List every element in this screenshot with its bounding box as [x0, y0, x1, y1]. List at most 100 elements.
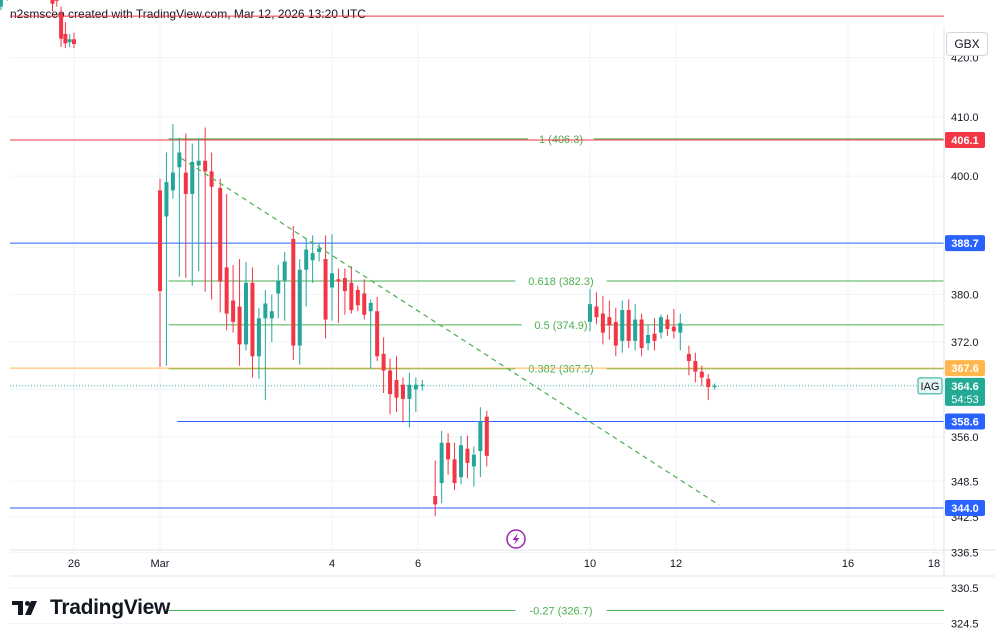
candle [594, 292, 599, 325]
candle [400, 377, 405, 423]
candle-body [362, 293, 367, 315]
candle [250, 267, 255, 378]
candle-body [0, 0, 3, 7]
events-icon[interactable] [506, 529, 526, 549]
tradingview-logo[interactable]: TradingView [12, 596, 170, 620]
candle [484, 410, 489, 467]
candle-body [250, 282, 255, 357]
candle-body [368, 302, 373, 312]
x-tick-label: 18 [928, 558, 940, 570]
currency-button[interactable]: GBX [946, 32, 988, 56]
candle-body [323, 259, 328, 320]
candle [600, 295, 605, 345]
y-tick-label: 400.0 [951, 171, 979, 183]
candle [63, 22, 68, 49]
candle-body [54, 0, 59, 1]
candle-body [394, 379, 399, 398]
candle [478, 407, 483, 478]
candle [244, 262, 248, 351]
candle [256, 307, 261, 379]
price-tag: 388.7 [945, 235, 985, 252]
candle [291, 225, 296, 360]
candle [209, 152, 214, 300]
candle-body [665, 319, 670, 330]
fib-level-label: 0.382 (367.5) [528, 364, 593, 376]
candle [362, 279, 367, 320]
candle-body [620, 310, 625, 341]
x-tick-label: 12 [670, 558, 682, 570]
y-tick-label: 356.0 [951, 432, 979, 444]
fib-label-bg [521, 317, 601, 332]
candle-body [190, 161, 195, 194]
candle [269, 294, 274, 343]
candle [224, 193, 229, 331]
candle-body [639, 319, 644, 348]
candle-body [224, 267, 229, 314]
fib-label-bg [515, 361, 607, 376]
candle [190, 143, 195, 286]
candle-body [183, 172, 188, 194]
price-tag-bg [945, 235, 985, 252]
fib-level-label: -0.27 (326.7) [530, 605, 593, 617]
candle [72, 32, 76, 49]
time-axis[interactable]: 26Mar4610121618202426 [68, 558, 1005, 570]
candle-body [433, 496, 438, 505]
candle-body [330, 273, 334, 288]
candle-body [218, 187, 223, 282]
current-price-tag: IAG 364.654:53 [917, 377, 985, 406]
plot-area[interactable] [10, 26, 944, 550]
candle [323, 235, 328, 339]
y-tick-label: 410.0 [951, 112, 979, 124]
candle-body [355, 289, 360, 306]
candle [50, 0, 55, 12]
candle-body [336, 279, 341, 282]
candle [297, 259, 302, 365]
y-tick-label: 372.0 [951, 337, 979, 349]
candle-body [317, 248, 322, 252]
candle [693, 352, 698, 383]
candle-body [291, 238, 296, 346]
x-tick-label: 4 [329, 558, 335, 570]
y-tick-label: 348.5 [951, 476, 979, 488]
candle-body [203, 160, 208, 172]
candle-body [446, 442, 451, 460]
fib-label-bg [528, 131, 594, 146]
candle-body [706, 378, 711, 388]
price-tag: 406.1 [945, 132, 985, 148]
candle-body [63, 33, 68, 44]
candle-body [196, 160, 201, 166]
candle [413, 377, 418, 412]
candle [678, 313, 683, 351]
candle [665, 314, 670, 337]
candle-body [588, 304, 592, 322]
candle [671, 308, 676, 339]
x-tick-label: 16 [842, 558, 854, 570]
candle [452, 442, 457, 491]
candle-body [678, 323, 683, 333]
price-tag: 344.0 [945, 499, 985, 516]
candle-body [471, 454, 476, 467]
price-tag-label: 367.6 [951, 363, 979, 375]
trendline [181, 157, 720, 506]
candle [652, 318, 657, 351]
current-price-tag-bg [945, 377, 985, 406]
candle [420, 379, 425, 391]
candle [164, 152, 169, 366]
candle [0, 0, 3, 11]
candle-body [67, 39, 72, 43]
candle [706, 374, 711, 401]
candle-body [342, 278, 347, 292]
price-tag: 358.6 [945, 413, 985, 430]
candles [0, 0, 717, 517]
candle [330, 234, 334, 321]
candle [699, 365, 704, 386]
candle [282, 251, 287, 321]
candle [336, 268, 341, 324]
x-tick-label: 26 [68, 558, 80, 570]
y-tick-label: 380.0 [951, 290, 979, 302]
candle-body [420, 384, 425, 386]
price-tag-label: 406.1 [951, 135, 979, 147]
candle-body [388, 370, 393, 395]
candle [218, 178, 223, 313]
